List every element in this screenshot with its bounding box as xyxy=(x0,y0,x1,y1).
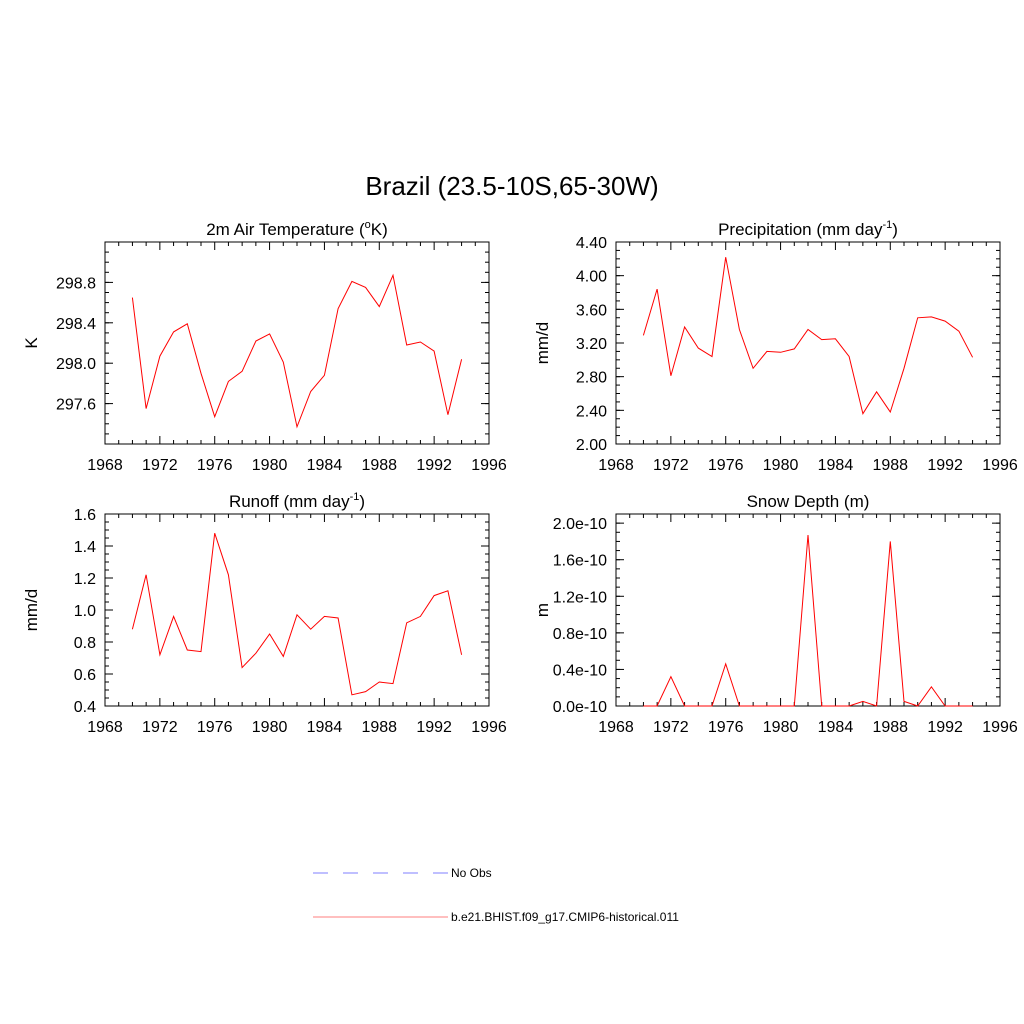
legend-label-no-obs: No Obs xyxy=(451,866,492,880)
x-tick-label: 1968 xyxy=(598,719,634,736)
y-tick-label: 0.8 xyxy=(74,635,96,652)
y-tick-label: 0.4e-10 xyxy=(553,662,607,679)
panel-title: Runoff (mm day-1) xyxy=(229,491,365,511)
x-tick-label: 1972 xyxy=(142,719,178,736)
panel-title: 2m Air Temperature (oK) xyxy=(206,219,388,239)
panel-title-text: 2m Air Temperature ( xyxy=(206,220,365,239)
x-tick-label: 1980 xyxy=(763,719,799,736)
y-tick-label: 0.4 xyxy=(74,699,96,716)
panel-title: Precipitation (mm day-1) xyxy=(718,219,898,239)
x-tick-label: 1988 xyxy=(361,719,397,736)
y-tick-label: 298.8 xyxy=(56,275,96,292)
y-tick-label: 298.0 xyxy=(56,356,96,373)
x-tick-label: 1988 xyxy=(872,457,908,474)
plot-frame xyxy=(104,241,490,445)
x-tick-label: 1996 xyxy=(471,457,507,474)
x-tick-label: 1972 xyxy=(653,719,689,736)
panel-title: Snow Depth (m) xyxy=(747,492,870,511)
y-tick-label: 298.4 xyxy=(56,316,96,333)
x-tick-label: 1988 xyxy=(872,719,908,736)
y-tick-label: 1.2 xyxy=(74,571,96,588)
panel-title-text: Precipitation (mm day xyxy=(718,220,883,239)
y-tick-label: 2.0e-10 xyxy=(553,516,607,533)
panel-title-text: Snow Depth (m) xyxy=(747,492,870,511)
x-tick-label: 1996 xyxy=(471,719,507,736)
x-tick-label: 1996 xyxy=(982,457,1018,474)
chart-panel-4: Snow Depth (m) m 1968 1972 1976 1980 1984 1988 1… xyxy=(533,492,1018,736)
x-tick-label: 1984 xyxy=(307,719,343,736)
x-tick-label: 1988 xyxy=(361,457,397,474)
figure-title: Brazil (23.5-10S,65-30W) xyxy=(365,171,658,201)
plot-frame xyxy=(615,241,1001,445)
series-line xyxy=(131,533,463,696)
x-tick-label: 1996 xyxy=(982,719,1018,736)
y-tick-label: 1.2e-10 xyxy=(553,589,607,606)
x-tick-label: 1976 xyxy=(708,719,744,736)
y-axis-label: mm/d xyxy=(22,589,41,632)
x-tick-label: 1992 xyxy=(927,719,963,736)
y-tick-label: 0.8e-10 xyxy=(553,626,607,643)
x-tick-label: 1976 xyxy=(197,719,233,736)
series-line xyxy=(643,534,973,707)
y-tick-label: 3.60 xyxy=(576,302,607,319)
x-tick-label: 1984 xyxy=(818,719,854,736)
y-tick-label: 1.0 xyxy=(74,603,96,620)
x-tick-label: 1984 xyxy=(818,457,854,474)
panel-title-tail: ) xyxy=(892,220,898,239)
y-axis-label: m xyxy=(533,603,552,617)
x-tick-label: 1972 xyxy=(142,457,178,474)
y-tick-label: 2.40 xyxy=(576,403,607,420)
legend-label-model: b.e21.BHIST.f09_g17.CMIP6-historical.011 xyxy=(451,910,679,924)
y-tick-label: 4.40 xyxy=(576,235,607,252)
chart-panel-2: Precipitation (mm day-1) mm/d 1968 1972 1976… xyxy=(533,219,1018,474)
x-tick-label: 1976 xyxy=(708,457,744,474)
series-line xyxy=(131,273,463,429)
panel-title-tail: ) xyxy=(359,492,365,511)
x-tick-label: 1968 xyxy=(87,457,123,474)
legend: No Obs b.e21.BHIST.f09_g17.CMIP6-histori… xyxy=(313,866,679,924)
panel-title-tail: K) xyxy=(371,220,388,239)
chart-panel-1: 2m Air Temperature (oK) K 1968 1972 1976 1980… xyxy=(22,219,507,474)
x-tick-label: 1968 xyxy=(87,719,123,736)
x-tick-label: 1976 xyxy=(197,457,233,474)
y-tick-label: 1.6e-10 xyxy=(553,553,607,570)
y-tick-label: 1.6 xyxy=(74,507,96,524)
panel-title-superscript: -1 xyxy=(350,491,360,503)
y-tick-label: 2.00 xyxy=(576,437,607,454)
y-tick-label: 297.6 xyxy=(56,397,96,414)
y-tick-label: 4.00 xyxy=(576,269,607,286)
y-axis-label: mm/d xyxy=(533,322,552,365)
plot-frame xyxy=(615,513,1001,707)
x-tick-label: 1992 xyxy=(416,719,452,736)
plot-frame xyxy=(104,513,490,707)
y-tick-label: 0.0e-10 xyxy=(553,699,607,716)
x-tick-label: 1984 xyxy=(307,457,343,474)
y-tick-label: 1.4 xyxy=(74,539,96,556)
x-tick-label: 1980 xyxy=(252,457,288,474)
panel-title-text: Runoff (mm day xyxy=(229,492,350,511)
x-tick-label: 1968 xyxy=(598,457,634,474)
x-tick-label: 1980 xyxy=(763,457,799,474)
panel-title-superscript: -1 xyxy=(882,219,892,231)
y-axis-label: K xyxy=(22,337,41,349)
y-tick-label: 3.20 xyxy=(576,336,607,353)
panel-title-superscript: o xyxy=(365,219,371,231)
series-line xyxy=(642,257,974,415)
x-tick-label: 1980 xyxy=(252,719,288,736)
x-tick-label: 1972 xyxy=(653,457,689,474)
chart-panel-3: Runoff (mm day-1) mm/d 1968 1972 1976 1980 198… xyxy=(22,491,507,736)
x-tick-label: 1992 xyxy=(927,457,963,474)
y-tick-label: 0.6 xyxy=(74,667,96,684)
x-tick-label: 1992 xyxy=(416,457,452,474)
y-tick-label: 2.80 xyxy=(576,370,607,387)
